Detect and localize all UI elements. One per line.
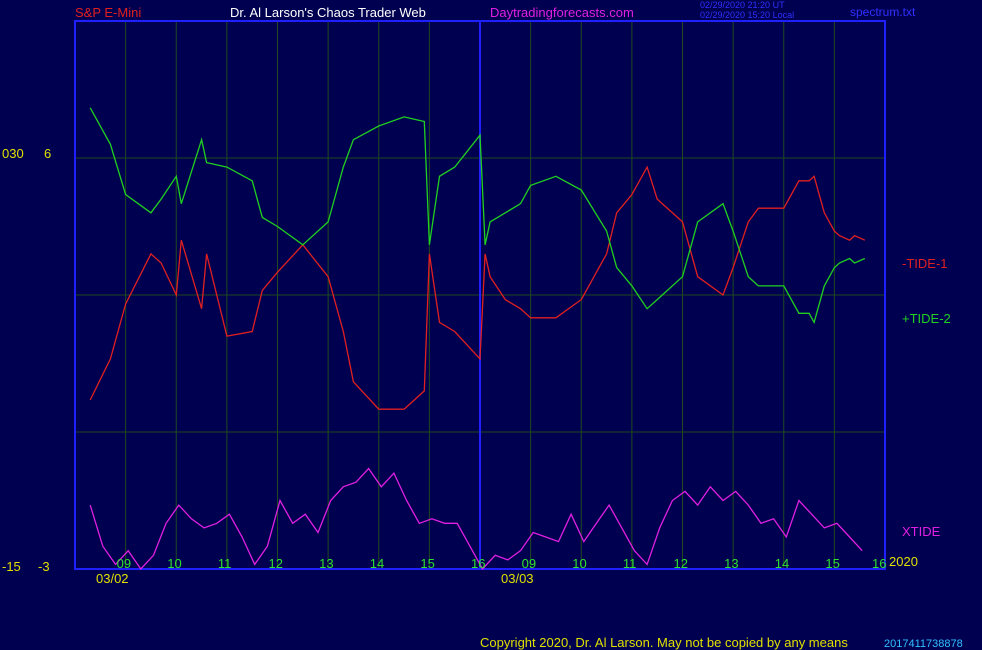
hour-tick-label: 16 [872,556,887,571]
hour-tick-label: 14 [369,556,385,571]
series-line-tide-2 [89,107,866,325]
hour-tick-label: 10 [572,556,587,571]
series-line-xtide [89,467,863,571]
day-label-1: 03/02 [96,571,129,586]
file-name: spectrum.txt [850,5,916,19]
symbol-label: S&P E-Mini [75,5,142,20]
hour-tick-label: 12 [268,556,283,571]
site-url[interactable]: Daytradingforecasts.com [490,5,634,20]
hour-tick-label: 11 [217,556,232,571]
hour-tick-label: 09 [116,556,132,571]
y-bottom-left-label: -15 [2,559,21,574]
copyright: Copyright 2020, Dr. Al Larson. May not b… [480,635,848,650]
hour-tick-label: 10 [167,556,182,571]
hour-tick-label: 14 [774,556,790,571]
series-line-tide-1 [89,165,866,410]
legend-tide1: -TIDE-1 [902,256,948,271]
hour-tick-label: 16 [471,556,486,571]
hour-tick-label: 13 [724,556,739,571]
y-top-right-label: 6 [44,146,52,161]
year-label: 2020 [889,554,918,569]
y-bottom-right-label: -3 [38,559,50,574]
hour-tick-label: 12 [673,556,688,571]
hour-tick-label: 15 [420,556,435,571]
legend-tide2: +TIDE-2 [902,311,951,326]
time-local: 02/29/2020 15:20 Local [700,10,795,20]
legend-xtide: XTIDE [902,524,941,539]
time-ut: 02/29/2020 21:20 UT [700,0,785,10]
footer-code: 2017411738878 [884,638,963,650]
hour-tick-label: 13 [319,556,334,571]
hour-tick-label: 11 [622,556,637,571]
site-title: Dr. Al Larson's Chaos Trader Web [230,5,426,20]
y-top-left-label: 030 [2,146,24,161]
hour-tick-label: 09 [521,556,537,571]
day-label-2: 03/03 [501,571,534,586]
hour-tick-label: 15 [825,556,840,571]
